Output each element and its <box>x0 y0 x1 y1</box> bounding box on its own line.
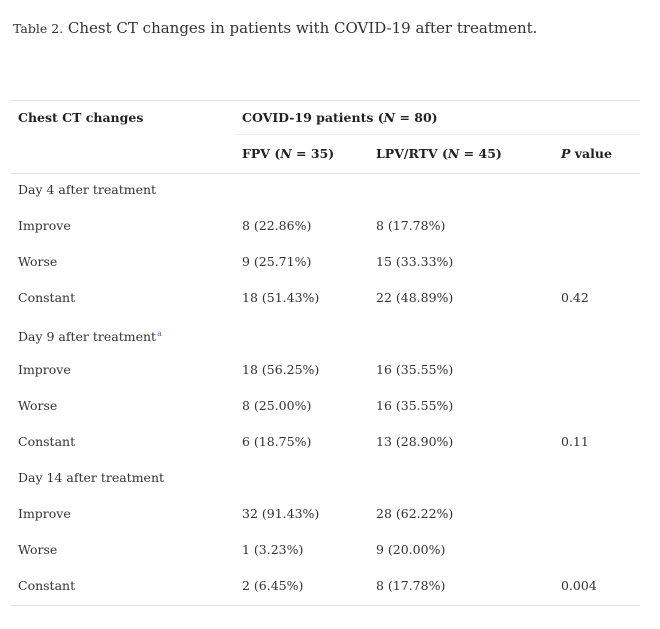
caption-text: Chest CT changes in patients with COVID-… <box>67 19 538 37</box>
cell-fpv: 32 (91.43%) <box>242 506 320 521</box>
row-label: Improve <box>18 506 71 521</box>
cell-fpv: 18 (56.25%) <box>242 362 320 377</box>
row-label: Worse <box>18 542 58 557</box>
row-label: Worse <box>18 254 58 269</box>
cell-p-value: 0.004 <box>561 578 597 593</box>
section-title: Day 14 after treatment <box>18 470 164 486</box>
cell-lpv-rtv: 15 (33.33%) <box>376 254 454 269</box>
cell-fpv: 8 (25.00%) <box>242 398 312 413</box>
table-bottom-rule <box>11 605 640 606</box>
table-top-rule <box>11 100 640 101</box>
cell-lpv-rtv: 28 (62.22%) <box>376 506 454 521</box>
cell-fpv: 2 (6.45%) <box>242 578 304 593</box>
cell-lpv-rtv: 16 (35.55%) <box>376 398 454 413</box>
cell-lpv-rtv: 9 (20.00%) <box>376 542 446 557</box>
row-label: Constant <box>18 290 76 305</box>
row-label: Improve <box>18 218 71 233</box>
cell-lpv-rtv: 13 (28.90%) <box>376 434 454 449</box>
row-label: Worse <box>18 398 58 413</box>
header-chest-ct-changes: Chest CT changes <box>18 110 144 125</box>
header-bottom-rule <box>11 173 640 174</box>
cell-fpv: 18 (51.43%) <box>242 290 320 305</box>
cell-lpv-rtv: 8 (17.78%) <box>376 578 446 593</box>
row-label: Constant <box>18 578 76 593</box>
row-label: Constant <box>18 434 76 449</box>
header-covid-patients: COVID-19 patients (N = 80) <box>242 110 438 125</box>
cell-lpv-rtv: 22 (48.89%) <box>376 290 454 305</box>
cell-fpv: 6 (18.75%) <box>242 434 312 449</box>
cell-fpv: 9 (25.71%) <box>242 254 312 269</box>
row-label: Improve <box>18 362 71 377</box>
header-p-value: P value <box>561 146 612 161</box>
header-lpv-rtv: LPV/RTV (N = 45) <box>376 146 502 161</box>
section-title-text: Day 14 after treatment <box>18 470 165 485</box>
section-title-text: Day 9 after treatment <box>18 329 157 344</box>
caption-label: Table 2. <box>13 21 64 36</box>
cell-p-value: 0.42 <box>561 290 589 305</box>
header-group-rule <box>236 134 640 135</box>
cell-lpv-rtv: 16 (35.55%) <box>376 362 454 377</box>
section-title: Day 4 after treatment <box>18 182 156 198</box>
cell-fpv: 8 (22.86%) <box>242 218 312 233</box>
footnote-marker[interactable]: a <box>157 329 162 338</box>
cell-p-value: 0.11 <box>561 434 589 449</box>
cell-lpv-rtv: 8 (17.78%) <box>376 218 446 233</box>
table-caption: Table 2. Chest CT changes in patients wi… <box>13 19 537 37</box>
section-title: Day 9 after treatmenta <box>18 326 162 345</box>
section-title-text: Day 4 after treatment <box>18 182 157 197</box>
header-fpv: FPV (N = 35) <box>242 146 335 161</box>
cell-fpv: 1 (3.23%) <box>242 542 304 557</box>
